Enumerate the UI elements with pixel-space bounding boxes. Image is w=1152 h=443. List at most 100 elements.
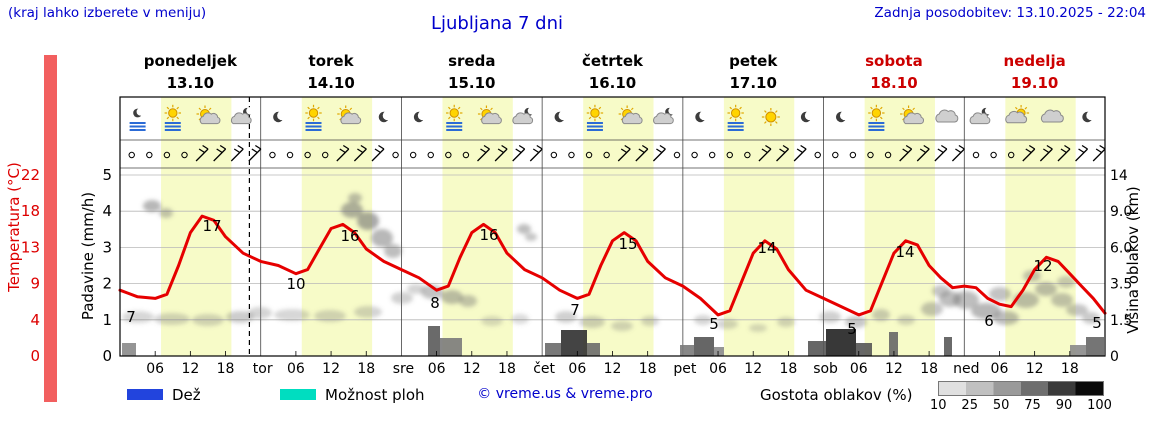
wind-barb-feather (1060, 148, 1067, 154)
hour-label: 12 (463, 361, 481, 377)
temp-value-label: 14 (757, 239, 776, 257)
sun-icon (590, 108, 600, 118)
day-name: ponedeljek (144, 52, 238, 70)
sun-icon (449, 108, 459, 118)
day-date: 15.10 (448, 74, 495, 92)
sun-icon (308, 108, 319, 118)
wind-barb-feather (782, 144, 789, 150)
hour-label: 12 (1026, 361, 1044, 377)
last-update: Zadnja posodobitev: 13.10.2025 - 22:04 (874, 5, 1146, 21)
moon-icon-mask (136, 107, 145, 116)
moon-icon-mask (417, 110, 428, 121)
sun-ray (166, 116, 170, 120)
wind-barb-feather (624, 144, 631, 150)
temp-value-label: 15 (618, 235, 637, 253)
sun-cloud-icon-group (337, 105, 362, 125)
wind-barb-icon (951, 148, 965, 162)
cloud-density-blob (525, 233, 537, 241)
moon-icon-group (273, 110, 287, 123)
wind-barb-feather (796, 148, 803, 154)
low-cloud-bar (587, 343, 600, 356)
cloud-density-blob (481, 316, 503, 326)
sun-ray (588, 116, 592, 120)
sun-ray (739, 116, 742, 120)
cloud-icon-group (935, 109, 959, 123)
cloud-height-axis-tick: 3.5 (1110, 277, 1132, 293)
wind-barb-icon (617, 148, 631, 162)
showers-legend-label: Možnost ploh (325, 386, 425, 404)
sun-ray (448, 106, 451, 110)
temp-axis-tick: 22 (21, 166, 40, 184)
cloud-density-blob (716, 319, 738, 329)
cloud-moon-icon-group (969, 107, 993, 125)
wind-barb-feather (620, 148, 628, 154)
wind-barb-icon (477, 148, 490, 162)
scale-tick: 10 (930, 398, 947, 413)
sun-ray (307, 116, 310, 120)
day-name: torek (309, 52, 355, 70)
sun-ray (739, 106, 742, 110)
low-cloud-bar (680, 345, 694, 356)
wind-barb-feather (255, 144, 262, 150)
calm-wind-icon (304, 151, 311, 159)
cloud-density-blob (555, 311, 577, 323)
cloud-icon (512, 112, 534, 125)
wind-barb-feather (638, 148, 645, 154)
sun-ray (490, 107, 493, 111)
wind-barb-feather (219, 144, 227, 150)
wind-barb-feather (1099, 144, 1106, 150)
hour-label: 18 (498, 361, 516, 377)
wind-barb-feather (202, 144, 209, 150)
cloud-sun-icon-group (1005, 105, 1030, 124)
wind-barb-feather (483, 144, 490, 150)
scale-tick: 50 (992, 398, 1010, 413)
low-cloud-bar (122, 343, 136, 356)
cloud-density-blob (459, 295, 477, 307)
scale-tick: 25 (961, 398, 978, 413)
wind-barb-feather (659, 144, 666, 150)
sun-ray (729, 106, 733, 110)
moon-icon-mask (1086, 110, 1096, 121)
hour-label: 06 (991, 361, 1009, 377)
cloud-density-blob (989, 287, 1011, 301)
copyright-link[interactable]: © vreme.us & vreme.pro (477, 386, 653, 402)
temperature-line (118, 214, 1107, 317)
wind-barb-feather (339, 148, 346, 154)
cloud-height-axis-tick: 0 (1110, 349, 1119, 365)
fog-sun-icon-group (164, 104, 181, 131)
wind-barb-feather (357, 148, 364, 154)
wind-barb-feather (1078, 148, 1085, 154)
calm-wind-icon (814, 151, 821, 159)
wind-barb-icon (371, 148, 385, 162)
sun-ray (912, 107, 916, 111)
hour-label: 18 (1061, 361, 1079, 377)
day-headers: ponedeljek 13.10 torek 14.10 sreda 15.10 četrt… (144, 52, 1066, 92)
calm-wind-icon (181, 151, 188, 159)
wind-barb-feather (656, 148, 663, 154)
hour-label: 06 (568, 361, 586, 377)
cloud-density-blob (143, 200, 161, 212)
temp-value-label: 5 (847, 320, 857, 338)
wind-barb-icon (1057, 148, 1071, 162)
daylight-band (442, 97, 513, 356)
cloud-icon (1005, 110, 1028, 124)
calm-wind-icon (392, 151, 399, 159)
cloud-density-scale-ticks: 10 25 50 75 90 100 (930, 398, 1112, 413)
calm-wind-icon (286, 151, 294, 159)
temp-axis-tick: 18 (21, 202, 40, 220)
sun-ray (448, 116, 451, 120)
cloud-density-scale (938, 381, 1104, 396)
cloud-density-blob (154, 313, 190, 325)
day-date: 18.10 (870, 74, 917, 92)
calm-wind-icon (409, 151, 417, 159)
cloud-icon (653, 112, 674, 125)
calm-wind-icon (128, 151, 135, 159)
cloud-icon (481, 112, 502, 125)
wind-barb-feather (378, 144, 385, 150)
day-date: 19.10 (1011, 74, 1058, 92)
moon-icon-group (378, 110, 392, 123)
precip-axis-tick: 1 (102, 311, 112, 329)
cloud-density-blob (777, 317, 795, 327)
temp-axis-tick: 13 (21, 238, 40, 256)
wind-barb-icon (195, 148, 209, 162)
